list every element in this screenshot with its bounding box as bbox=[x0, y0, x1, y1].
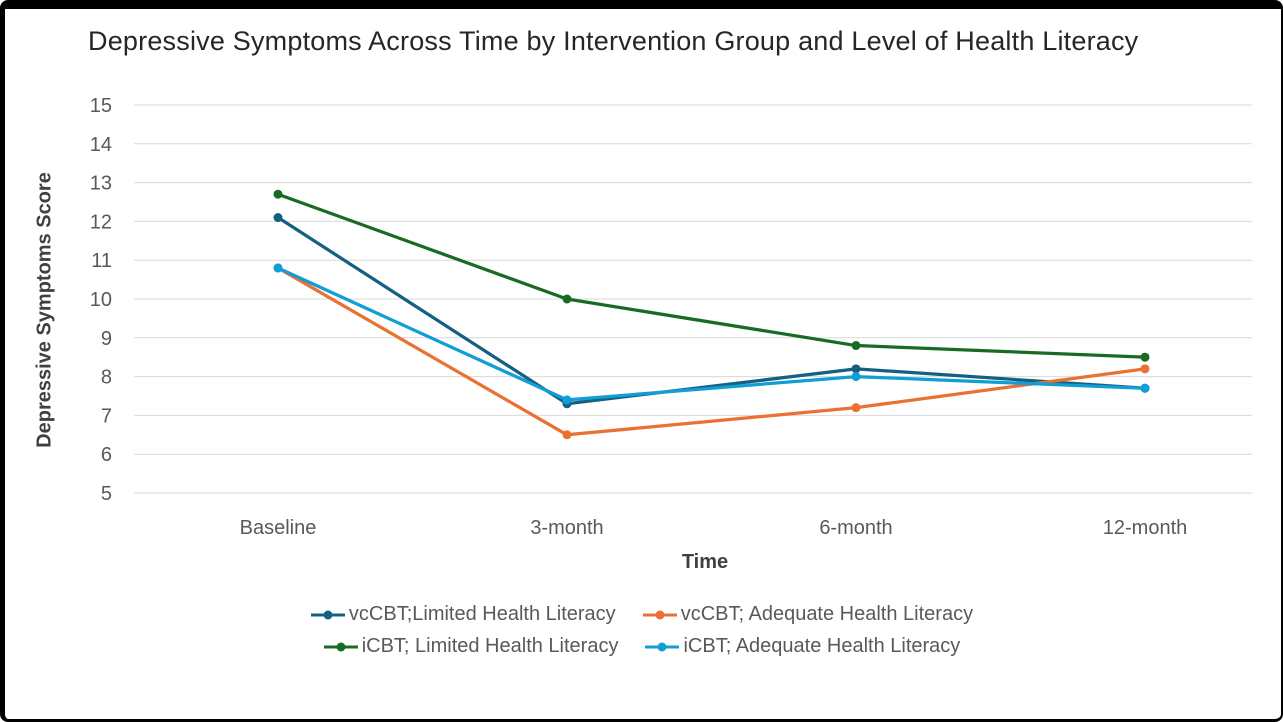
series-line-3 bbox=[276, 266, 1147, 402]
y-tick-label-6: 6 bbox=[101, 444, 112, 466]
y-tick-label-8: 8 bbox=[101, 367, 112, 389]
series-line-2 bbox=[276, 192, 1147, 359]
legend-label: vcCBT; Adequate Health Literacy bbox=[680, 603, 974, 625]
series-line-1 bbox=[276, 266, 1147, 437]
legend-item-1: vcCBT; Adequate Health Literacy bbox=[642, 603, 973, 626]
x-tick-label-3-month: 3-month bbox=[530, 517, 603, 539]
y-tick-label-9: 9 bbox=[101, 328, 112, 350]
data-point-series2-baseline bbox=[273, 189, 283, 199]
data-point-series1-12-month bbox=[1140, 364, 1150, 374]
data-point-series0-6-month bbox=[851, 364, 861, 374]
data-point-series2-3-month bbox=[562, 294, 572, 304]
data-point-series3-6-month bbox=[851, 372, 861, 382]
data-point-series3-12-month bbox=[1140, 383, 1150, 393]
legend-line-marker-icon bbox=[323, 642, 358, 651]
data-point-series1-3-month bbox=[562, 430, 572, 440]
y-tick-label-11: 11 bbox=[91, 250, 112, 272]
series-line-0 bbox=[276, 215, 1147, 406]
x-tick-label-6-month: 6-month bbox=[819, 517, 892, 539]
data-point-series1-6-month bbox=[851, 403, 861, 413]
data-point-series0-baseline bbox=[273, 213, 283, 223]
data-point-series3-3-month bbox=[562, 395, 572, 405]
data-point-series2-6-month bbox=[851, 341, 861, 351]
x-tick-label-12-month: 12-month bbox=[1103, 517, 1188, 539]
legend-item-3: iCBT; Adequate Health Literacy bbox=[644, 635, 960, 658]
data-point-series3-baseline bbox=[273, 263, 283, 273]
legend-line-marker-icon bbox=[642, 610, 677, 619]
x-axis-title: Time bbox=[681, 551, 729, 573]
y-tick-label-5: 5 bbox=[101, 483, 112, 505]
legend-label: iCBT; Adequate Health Literacy bbox=[683, 635, 961, 657]
legend-item-0: vcCBT;Limited Health Literacy bbox=[310, 603, 616, 626]
y-tick-label-13: 13 bbox=[90, 173, 112, 195]
x-tick-label-baseline: Baseline bbox=[240, 517, 317, 539]
legend-row-1: vcCBT;Limited Health Literacy vcCBT; Adeq… bbox=[310, 603, 973, 626]
y-tick-label-10: 10 bbox=[90, 289, 112, 311]
legend-label: iCBT; Limited Health Literacy bbox=[361, 635, 619, 657]
legend-row-2: iCBT; Limited Health Literacy iCBT; Adequ… bbox=[323, 635, 960, 658]
chart-title: Depressive Symptoms Across Time by Inter… bbox=[88, 26, 1139, 56]
chart-legend: vcCBT;Limited Health Literacy vcCBT; Adeq… bbox=[0, 603, 1283, 658]
y-tick-label-7: 7 bbox=[101, 405, 112, 427]
y-tick-label-14: 14 bbox=[90, 134, 112, 156]
legend-line-marker-icon bbox=[645, 642, 680, 651]
legend-item-2: iCBT; Limited Health Literacy bbox=[323, 635, 619, 658]
legend-line-marker-icon bbox=[310, 610, 345, 619]
data-point-series2-12-month bbox=[1140, 352, 1150, 362]
y-tick-label-12: 12 bbox=[90, 211, 112, 233]
legend-label: vcCBT;Limited Health Literacy bbox=[348, 603, 616, 625]
y-tick-label-15: 15 bbox=[90, 95, 112, 117]
